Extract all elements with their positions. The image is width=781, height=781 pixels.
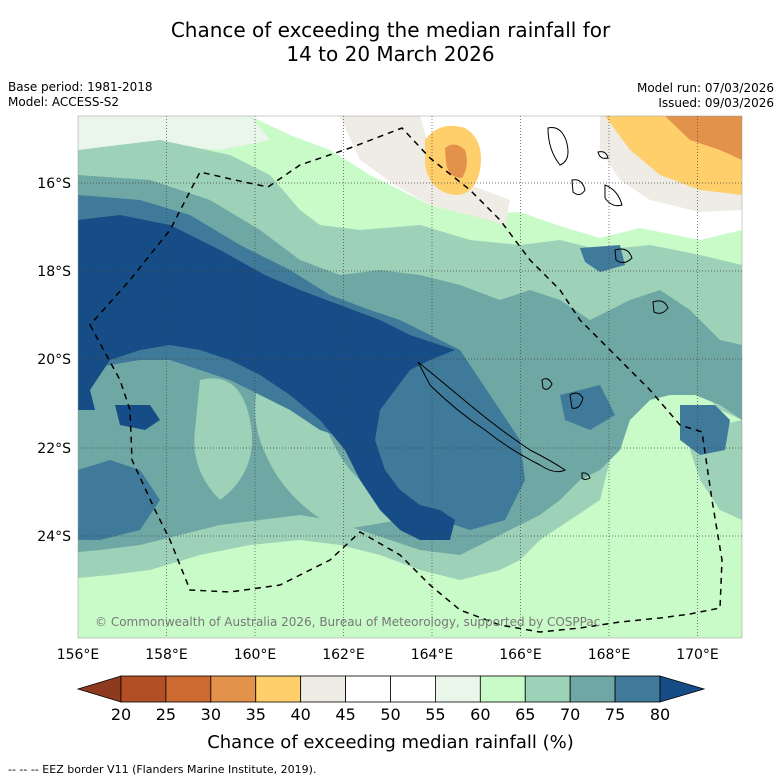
lon-label: 164°E (411, 647, 454, 663)
vanuatu-island-2 (571, 179, 586, 196)
colorbar-label: Chance of exceeding median rainfall (%) (207, 732, 574, 753)
colorbar-segment (210, 675, 257, 703)
colorbar-segment (479, 675, 526, 703)
colorbar-segment (300, 675, 346, 703)
graticule (78, 116, 742, 638)
lon-label: 156°E (57, 647, 100, 663)
new-caledonia-island (417, 361, 566, 473)
lon-label: 166°E (499, 647, 542, 663)
colorbar-tick-label: 30 (201, 705, 221, 724)
base-period: Base period: 1981-2018 (8, 80, 153, 94)
lon-label: 168°E (588, 647, 631, 663)
eez-border (89, 127, 723, 633)
colorbar-segment (345, 675, 391, 703)
eez-legend-note: -- -- -- EEZ border V11 (Flanders Marine… (8, 763, 317, 776)
map-title: Chance of exceeding the median rainfall … (0, 18, 781, 66)
colorbar-tick-label: 70 (560, 705, 580, 724)
lat-label: 18°S (37, 264, 71, 280)
issued-date: Issued: 09/03/2026 (658, 96, 774, 110)
colorbar-tick-label: 65 (515, 705, 535, 724)
colorbar-segment (390, 675, 436, 703)
ile-des-pins (581, 472, 591, 480)
title-line-2: 14 to 20 March 2026 (286, 42, 495, 66)
ouvea-island (541, 378, 553, 390)
colorbar-segment (569, 675, 616, 703)
colorbar-tick-label: 40 (290, 705, 310, 724)
colorbar-segment (120, 675, 167, 703)
model-name: Model: ACCESS-S2 (8, 95, 120, 109)
colorbar-segment (524, 675, 571, 703)
colorbar-tick-label: 20 (111, 705, 131, 724)
field-75-80-loyalty (560, 385, 615, 430)
field-above-80-west (115, 405, 160, 430)
lat-label: 20°S (37, 352, 71, 368)
coastlines (417, 127, 669, 480)
colorbar-tick-label: 45 (335, 705, 355, 724)
colorbar-segment (435, 675, 481, 703)
field-75-80-ne (580, 245, 625, 272)
field-30-35-ne (665, 116, 742, 160)
lon-label: 158°E (145, 647, 188, 663)
field-75-80-sw (78, 460, 160, 540)
model-run: Model run: 07/03/2026 (636, 81, 774, 95)
field-40-45-north (340, 116, 510, 225)
meta-left: Base period: 1981-2018 Model: ACCESS-S2 (8, 80, 153, 110)
colorbar-tick-label: 50 (380, 705, 400, 724)
meta-right: Model run: 07/03/2026 Issued: 09/03/2026 (637, 81, 774, 111)
field-55-60-nw (78, 116, 270, 150)
colorbar-tick-label: 25 (156, 705, 176, 724)
colorbar-segment (614, 675, 661, 703)
colorbar: 20 25 30 35 40 45 50 55 60 65 70 75 80 (76, 675, 706, 724)
field-above-80 (78, 215, 455, 540)
title-line-1: Chance of exceeding the median rainfall … (170, 18, 611, 42)
colorbar-tick-label: 75 (605, 705, 625, 724)
probability-field (78, 116, 742, 638)
longitude-labels: 156°E 158°E 160°E 162°E 164°E 166°E 168°… (57, 647, 719, 663)
colorbar-tick-label: 80 (650, 705, 670, 724)
field-30-35-north (445, 144, 467, 178)
vanuatu-north-island (547, 127, 569, 166)
lon-label: 170°E (676, 647, 719, 663)
map-frame (77, 115, 743, 639)
colorbar-segment (255, 675, 302, 703)
lon-label: 162°E (322, 647, 365, 663)
matthew-island (652, 300, 669, 314)
lat-label: 16°S (37, 176, 71, 192)
colorbar-tick-label: 55 (425, 705, 445, 724)
colorbar-segment (165, 675, 212, 703)
vanuatu-island-3 (604, 184, 623, 207)
field-65-70-inner-west (194, 378, 252, 500)
lat-label: 22°S (37, 441, 71, 457)
lifou-island (569, 392, 584, 409)
colorbar-low-extension (76, 675, 122, 703)
colorbar-high-extension (659, 675, 706, 703)
field-75-80-east (680, 405, 730, 455)
lon-label: 160°E (234, 647, 277, 663)
colorbar-tick-label: 35 (246, 705, 266, 724)
lat-label: 24°S (37, 529, 71, 545)
colorbar-tick-label: 60 (470, 705, 490, 724)
vanuatu-island-4 (597, 151, 609, 159)
latitude-labels: 16°S 18°S 20°S 22°S 24°S (37, 176, 71, 545)
copyright-notice: © Commonwealth of Australia 2026, Bureau… (95, 615, 600, 629)
vanuatu-south-island (614, 248, 633, 264)
field-70-75-east-patch (520, 320, 548, 355)
